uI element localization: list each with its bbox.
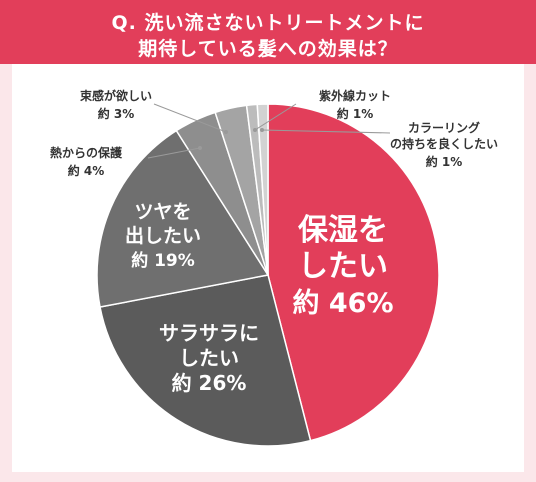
slice-label-1-line-1: したい xyxy=(179,346,239,370)
pie-slice-2 xyxy=(96,129,270,308)
slice-label-6-line-0: カラーリング xyxy=(408,120,480,135)
leader-line-5 xyxy=(254,103,297,131)
slice-value-0: 約 46% xyxy=(292,287,393,319)
leader-dot-6 xyxy=(260,128,264,132)
slice-label-1-line-0: サラサラに xyxy=(159,321,259,345)
question-title-line-1: Q. 洗い流さないトリートメントに xyxy=(111,12,425,34)
question-header: Q. 洗い流さないトリートメントに 期待している髪への効果は？ xyxy=(0,0,536,64)
pie-slice-6 xyxy=(256,103,269,276)
leader-line-4 xyxy=(153,103,227,133)
leader-dot-3 xyxy=(198,146,202,150)
slice-label-0-line-1: したい xyxy=(298,249,388,284)
slice-value-4: 約 3% xyxy=(98,106,135,121)
leader-dot-5 xyxy=(253,128,257,132)
slice-label-0-line-0: 保湿を xyxy=(298,213,388,248)
slice-label-3-line-0: 熱からの保護 xyxy=(50,145,123,160)
slice-value-1: 約 26% xyxy=(172,371,247,395)
slice-value-5: 約 1% xyxy=(337,106,374,121)
slice-label-5-line-0: 紫外線カット xyxy=(319,88,391,103)
slice-label-4-line-0: 束感が欲しい xyxy=(79,88,152,103)
slice-label-6-line-1: の持ちを良くしたい xyxy=(390,136,498,151)
slice-value-3: 約 4% xyxy=(68,163,105,178)
leader-line-3 xyxy=(147,147,201,159)
slice-value-6: 約 1% xyxy=(426,154,463,169)
pie-slice-1 xyxy=(99,274,312,447)
slice-value-2: 約 19% xyxy=(131,250,195,271)
leader-dot-4 xyxy=(224,130,228,134)
question-title-line-2: 期待している髪への効果は？ xyxy=(138,38,398,60)
leader-line-6 xyxy=(261,129,391,134)
slice-label-2-line-1: 出したい xyxy=(125,224,201,247)
slice-label-2-line-0: ツヤを xyxy=(134,201,191,223)
pie-slice-0 xyxy=(267,103,440,442)
